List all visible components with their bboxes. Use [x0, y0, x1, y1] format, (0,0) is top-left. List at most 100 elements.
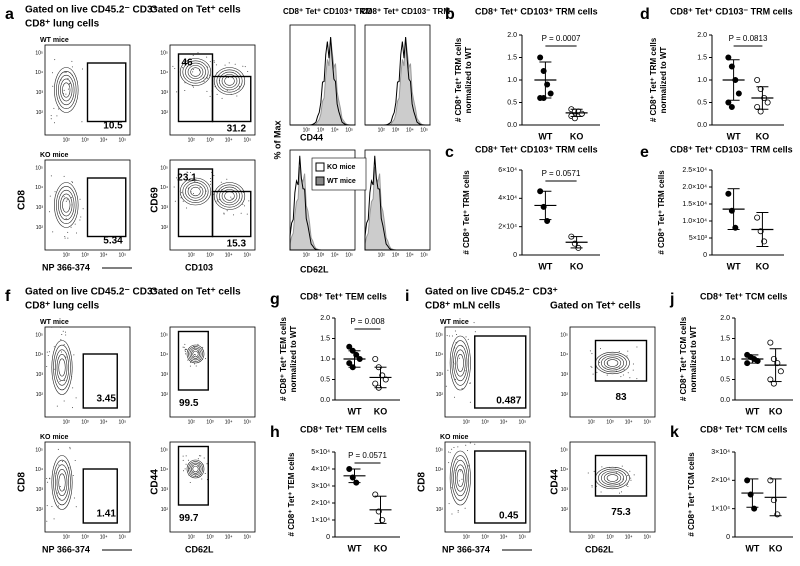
- contour: [51, 340, 73, 395]
- axis-tick-label: 10²: [63, 534, 71, 540]
- event-dot: [629, 470, 631, 472]
- axis-tick-label: 10²: [561, 507, 569, 513]
- event-dot: [199, 70, 201, 72]
- x-tick-label: KO: [756, 131, 770, 141]
- event-dot: [71, 74, 73, 76]
- event-dot: [60, 326, 62, 328]
- event-dot: [456, 342, 458, 344]
- axis-label: CD8: [17, 472, 28, 492]
- axis-tick-label: 10³: [317, 127, 325, 133]
- event-dot: [632, 369, 634, 371]
- gate-percent: 1.41: [96, 509, 116, 520]
- event-dot: [474, 331, 476, 333]
- contour: [186, 344, 205, 364]
- axis-tick-label: 10³: [392, 127, 400, 133]
- axis-tick-label: 10⁵: [35, 165, 43, 171]
- y-tick-label: 2.0: [507, 32, 517, 39]
- event-dot: [73, 497, 75, 499]
- event-dot: [187, 171, 189, 173]
- gate-percent: 83: [615, 392, 627, 403]
- contour: [455, 464, 466, 492]
- gate-title: Gated on Tet⁺ cells: [150, 5, 241, 16]
- axis-tick-label: 10²: [588, 534, 596, 540]
- event-dot: [65, 93, 67, 95]
- event-dot: [457, 509, 459, 511]
- event-dot: [449, 452, 451, 454]
- event-dot: [600, 491, 602, 493]
- histogram-wt: [290, 37, 356, 126]
- event-dot: [64, 380, 66, 382]
- event-dot: [632, 363, 634, 365]
- event-dot: [246, 213, 248, 215]
- event-dot: [81, 121, 83, 123]
- gate-percent: 10.5: [103, 121, 123, 132]
- axis-tick-label: 10³: [392, 252, 400, 258]
- event-dot: [71, 376, 73, 378]
- y-axis-label: # CD8⁺ Tet⁺ TRM cells: [454, 37, 463, 122]
- axis-tick-label: 10⁵: [35, 332, 43, 338]
- axis-tick-label: 10³: [161, 205, 169, 211]
- event-dot: [238, 86, 240, 88]
- event-dot: [67, 88, 69, 90]
- event-dot: [57, 505, 59, 507]
- contour: [192, 350, 199, 358]
- y-tick-label: 0: [326, 534, 330, 541]
- event-dot: [59, 498, 61, 500]
- axis-label: CD69: [150, 187, 161, 213]
- axis-tick-label: 10³: [36, 205, 44, 211]
- event-dot: [620, 376, 622, 378]
- event-dot: [61, 334, 63, 336]
- panel-letter: g: [270, 291, 280, 308]
- event-dot: [198, 455, 200, 457]
- axis-tick-label: 10⁵: [244, 252, 252, 258]
- row-label: WT mice: [40, 37, 69, 44]
- event-dot: [609, 466, 611, 468]
- axis-tick-label: 10²: [188, 252, 196, 258]
- event-dot: [209, 95, 211, 97]
- x-tick-label: KO: [756, 261, 770, 271]
- event-dot: [199, 462, 201, 464]
- contour: [449, 335, 471, 391]
- event-dot: [71, 204, 73, 206]
- y-tick-label: 2.0×10⁴: [682, 184, 707, 191]
- event-dot: [607, 362, 609, 364]
- event-dot: [213, 174, 215, 176]
- axis-tick-label: 10⁵: [35, 50, 43, 56]
- event-dot: [64, 237, 66, 239]
- contour: [179, 58, 212, 86]
- y-axis-label: normalized to WT: [689, 326, 698, 393]
- axis-tick-label: 10⁴: [560, 467, 568, 473]
- event-dot: [175, 177, 177, 179]
- event-dot: [69, 446, 71, 448]
- event-dot: [70, 226, 72, 228]
- event-dot: [454, 347, 456, 349]
- event-dot: [189, 172, 191, 174]
- chart-title: CD8⁺ Tet⁺ CD103⁺ TRM cells: [475, 144, 598, 154]
- event-dot: [593, 470, 595, 472]
- axis-tick-label: 10³: [81, 252, 89, 258]
- row-label: KO mice: [40, 152, 69, 159]
- event-dot: [53, 122, 55, 124]
- event-dot: [233, 214, 235, 216]
- event-dot: [196, 182, 198, 184]
- event-dot: [58, 108, 60, 110]
- y-axis-label: # CD8⁺ Tet⁺ TCM cells: [687, 452, 696, 537]
- event-dot: [228, 62, 230, 64]
- x-tick-label: KO: [570, 261, 584, 271]
- axis-tick-label: 10⁵: [560, 332, 568, 338]
- event-dot: [461, 478, 463, 480]
- p-value: P = 0.008: [350, 317, 385, 326]
- event-dot: [198, 69, 200, 71]
- event-dot: [457, 446, 459, 448]
- event-dot: [618, 492, 620, 494]
- event-dot: [446, 335, 448, 337]
- data-point: [728, 104, 735, 111]
- event-dot: [201, 478, 203, 480]
- event-dot: [71, 60, 73, 62]
- event-dot: [216, 72, 218, 74]
- event-dot: [197, 343, 199, 345]
- event-dot: [445, 385, 447, 387]
- event-dot: [458, 480, 460, 482]
- y-axis-label: normalized to WT: [289, 326, 298, 393]
- gate-title: CD8⁺ mLN cells: [425, 301, 501, 312]
